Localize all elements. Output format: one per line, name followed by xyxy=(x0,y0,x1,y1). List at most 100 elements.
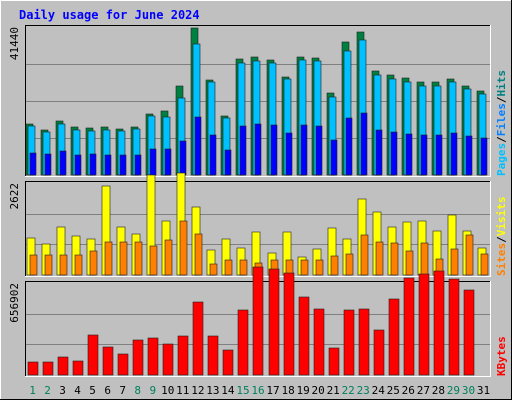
bar-pages-day-5 xyxy=(89,153,97,176)
right-label-group-1: Pages/Files/Hits xyxy=(495,70,508,176)
x-tick-label-day-6: 6 xyxy=(104,384,111,397)
x-tick-label-day-15: 15 xyxy=(236,384,249,397)
bar-kbytes-day-22 xyxy=(343,309,355,376)
bar-pages-day-13 xyxy=(209,134,217,176)
bar-sites-day-30 xyxy=(465,234,474,276)
bar-pages-day-31 xyxy=(480,137,488,176)
bar-kbytes-day-11 xyxy=(177,335,189,376)
x-tick-label-day-1: 1 xyxy=(29,384,36,397)
bar-sites-day-12 xyxy=(194,233,203,276)
bar-kbytes-day-13 xyxy=(207,335,219,376)
bar-kbytes-day-5 xyxy=(87,334,99,376)
x-tick-label-day-8: 8 xyxy=(134,384,141,397)
bar-sites-day-15 xyxy=(239,259,248,276)
x-tick-label-day-27: 27 xyxy=(417,384,430,397)
bar-sites-day-11 xyxy=(179,220,188,276)
bar-sites-day-19 xyxy=(300,259,309,276)
bar-sites-day-9 xyxy=(149,245,158,276)
x-tick-label-day-13: 13 xyxy=(206,384,219,397)
x-tick-label-day-22: 22 xyxy=(342,384,355,397)
bar-pages-day-25 xyxy=(390,131,398,176)
bar-pages-day-22 xyxy=(345,117,353,176)
bar-pages-day-8 xyxy=(134,154,142,176)
x-tick-label-day-14: 14 xyxy=(221,384,235,397)
x-tick-label-day-9: 9 xyxy=(149,384,156,397)
bar-sites-day-25 xyxy=(390,242,399,276)
bar-kbytes-day-7 xyxy=(117,353,129,376)
right-label-group-2: Sites/Visits xyxy=(495,197,508,277)
x-tick-label-day-7: 7 xyxy=(119,384,126,397)
bar-sites-day-21 xyxy=(330,255,339,276)
bar-sites-day-23 xyxy=(360,234,369,276)
bar-pages-day-6 xyxy=(104,154,112,176)
bar-sites-day-6 xyxy=(104,241,113,276)
x-tick-label-day-24: 24 xyxy=(372,384,386,397)
bar-pages-day-17 xyxy=(270,124,278,176)
bar-kbytes-day-4 xyxy=(72,360,84,376)
bar-kbytes-day-2 xyxy=(42,361,54,376)
x-tick-label-day-21: 21 xyxy=(327,384,340,397)
bar-pages-day-21 xyxy=(330,139,338,176)
bar-pages-day-26 xyxy=(405,133,413,176)
x-tick-label-day-20: 20 xyxy=(311,384,324,397)
x-tick-label-day-2: 2 xyxy=(44,384,51,397)
bar-kbytes-day-12 xyxy=(192,301,204,376)
bar-kbytes-day-8 xyxy=(132,339,144,376)
panel-visits: 2622 xyxy=(8,172,491,277)
bar-kbytes-day-30 xyxy=(463,289,475,376)
x-tick-label-day-17: 17 xyxy=(266,384,279,397)
chart-title: Daily usage for June 2024 xyxy=(19,8,200,22)
bar-kbytes-day-17 xyxy=(268,268,280,376)
right-label-separator: / xyxy=(495,96,508,103)
bar-pages-day-16 xyxy=(254,123,262,176)
bar-sites-day-5 xyxy=(89,250,98,276)
bar-pages-day-24 xyxy=(375,129,383,176)
bar-kbytes-day-9 xyxy=(147,337,159,376)
series-files xyxy=(27,39,487,176)
bar-pages-day-15 xyxy=(239,125,247,176)
bar-sites-day-2 xyxy=(44,254,53,276)
x-tick-label-day-11: 11 xyxy=(176,384,189,397)
bar-sites-day-29 xyxy=(450,248,459,276)
bar-pages-day-20 xyxy=(315,125,323,176)
right-label-sites: Sites xyxy=(495,243,508,276)
bar-pages-day-1 xyxy=(29,152,37,176)
x-tick-label-day-29: 29 xyxy=(447,384,460,397)
series-sites xyxy=(29,220,489,276)
bar-pages-day-19 xyxy=(300,124,308,176)
bar-sites-day-1 xyxy=(29,254,38,276)
bar-kbytes-day-28 xyxy=(433,270,445,376)
bar-pages-day-2 xyxy=(44,153,52,176)
bar-pages-day-4 xyxy=(74,154,82,176)
right-label-files: Files xyxy=(495,103,508,136)
bar-sites-day-8 xyxy=(134,241,143,276)
x-tick-label-day-25: 25 xyxy=(387,384,400,397)
panel-hits-ymax-label: 41440 xyxy=(8,27,21,60)
bar-kbytes-day-15 xyxy=(237,309,249,376)
bar-pages-day-18 xyxy=(285,132,293,176)
panel-kbytes-ymax-label: 656902 xyxy=(8,283,21,323)
panel-kbytes: 656902 xyxy=(8,266,491,377)
panel-visits-ymax-label: 2622 xyxy=(8,183,21,210)
bar-sites-day-13 xyxy=(209,263,218,276)
right-label-hits: Hits xyxy=(495,70,508,97)
panel-hits: 41440 xyxy=(8,25,491,177)
x-tick-label-day-23: 23 xyxy=(357,384,370,397)
x-tick-label-day-16: 16 xyxy=(251,384,264,397)
bar-kbytes-day-21 xyxy=(328,347,340,376)
bar-sites-day-27 xyxy=(420,242,429,276)
bar-pages-day-29 xyxy=(450,132,458,176)
bar-sites-day-10 xyxy=(164,239,173,276)
bar-pages-day-28 xyxy=(435,134,443,176)
bar-pages-day-10 xyxy=(164,148,172,176)
x-tick-label-day-5: 5 xyxy=(89,384,96,397)
x-tick-label-day-26: 26 xyxy=(402,384,415,397)
chart-panels: 41440 2622 656902 xyxy=(8,25,491,377)
x-tick-label-day-12: 12 xyxy=(191,384,204,397)
bar-pages-day-30 xyxy=(465,135,473,176)
bar-sites-day-3 xyxy=(59,254,68,276)
bar-sites-day-24 xyxy=(375,241,384,276)
bar-kbytes-day-10 xyxy=(162,343,174,376)
